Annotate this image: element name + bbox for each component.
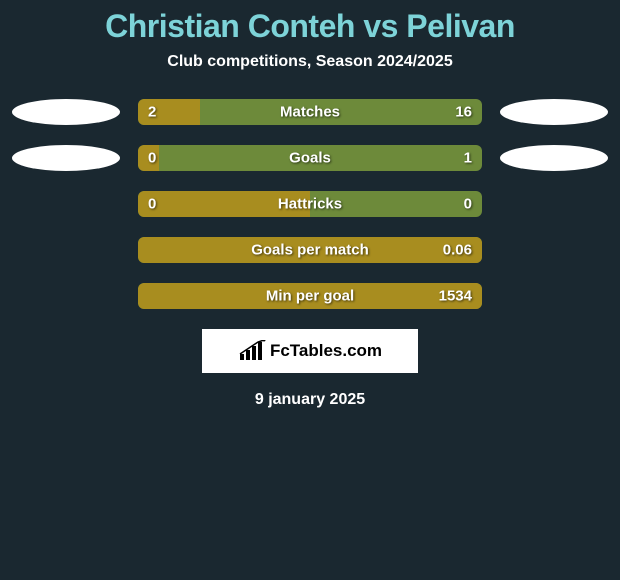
subtitle: Club competitions, Season 2024/2025 xyxy=(0,53,620,71)
stat-right-value: 1534 xyxy=(439,288,472,305)
stat-bar: Goals per match 0.06 xyxy=(138,237,482,263)
stat-row: 0 Hattricks 0 xyxy=(0,191,620,217)
stat-label: Hattricks xyxy=(278,196,342,213)
logo-text: FcTables.com xyxy=(270,341,382,361)
page-title: Christian Conteh vs Pelivan xyxy=(0,8,620,45)
stat-row: 0 Goals 1 xyxy=(0,145,620,171)
player-left-ellipse xyxy=(12,145,120,171)
stat-right-value: 0.06 xyxy=(443,242,472,259)
stat-right-value: 16 xyxy=(455,104,472,121)
stat-left-value: 0 xyxy=(148,196,156,213)
stat-rows: 2 Matches 16 0 Goals 1 0 Hattricks 0 Goals per ma… xyxy=(0,99,620,309)
stat-row: Min per goal 1534 xyxy=(0,283,620,309)
stat-row: Goals per match 0.06 xyxy=(0,237,620,263)
stat-right-value: 1 xyxy=(464,150,472,167)
date-label: 9 january 2025 xyxy=(0,391,620,409)
stat-left-value: 2 xyxy=(148,104,156,121)
logo-chart-icon xyxy=(238,340,266,362)
stat-left-value: 0 xyxy=(148,150,156,167)
stat-bar: 2 Matches 16 xyxy=(138,99,482,125)
comparison-container: Christian Conteh vs Pelivan Club competi… xyxy=(0,0,620,409)
player-left-ellipse xyxy=(12,99,120,125)
stat-bar: 0 Hattricks 0 xyxy=(138,191,482,217)
stat-bar: Min per goal 1534 xyxy=(138,283,482,309)
player-right-ellipse xyxy=(500,145,608,171)
stat-right-value: 0 xyxy=(464,196,472,213)
logo-box: FcTables.com xyxy=(202,329,418,373)
stat-label: Goals per match xyxy=(251,242,369,259)
stat-label: Min per goal xyxy=(266,288,354,305)
stat-row: 2 Matches 16 xyxy=(0,99,620,125)
stat-bar: 0 Goals 1 xyxy=(138,145,482,171)
player-right-ellipse xyxy=(500,99,608,125)
stat-label: Matches xyxy=(280,104,340,121)
stat-label: Goals xyxy=(289,150,331,167)
